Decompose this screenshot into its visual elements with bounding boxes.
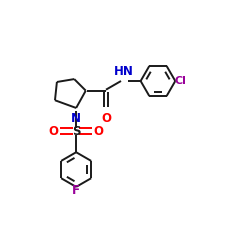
Text: F: F — [72, 184, 80, 197]
Text: HN: HN — [114, 64, 134, 78]
Text: O: O — [94, 124, 104, 138]
Text: O: O — [48, 124, 58, 138]
Text: N: N — [71, 112, 81, 125]
Text: Cl: Cl — [175, 76, 186, 86]
Text: O: O — [101, 112, 111, 126]
Text: S: S — [72, 124, 80, 138]
